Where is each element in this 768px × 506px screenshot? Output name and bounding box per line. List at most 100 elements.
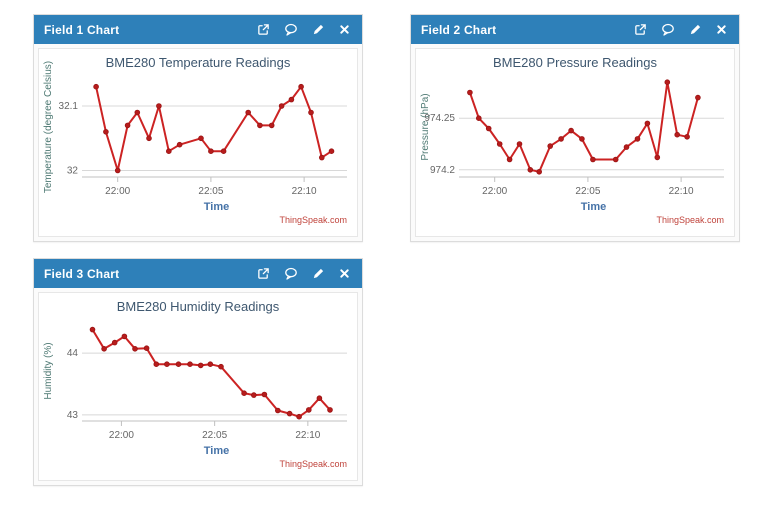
field2-chart-panel: Field 2 Chart BME280 Pressure Readings Pr… (410, 14, 740, 242)
x-tick-label: 22:10 (669, 186, 694, 197)
data-point-marker[interactable] (296, 413, 302, 420)
data-point-marker[interactable] (268, 122, 275, 129)
data-point-marker[interactable] (164, 361, 170, 367)
data-point-marker[interactable] (516, 141, 523, 147)
data-point-marker[interactable] (261, 391, 268, 398)
close-icon[interactable] (335, 266, 354, 281)
y-axis-title: Humidity (%) (43, 342, 54, 399)
data-point-marker[interactable] (467, 89, 473, 96)
external-link-icon[interactable] (253, 265, 274, 282)
data-point-marker[interactable] (298, 83, 304, 90)
data-point-marker[interactable] (612, 156, 619, 163)
thingspeak-watermark-link[interactable]: ThingSpeak.com (279, 459, 347, 469)
thingspeak-watermark-link[interactable]: ThingSpeak.com (279, 215, 347, 225)
data-point-marker[interactable] (197, 362, 204, 369)
data-point-marker[interactable] (664, 79, 671, 86)
data-point-marker[interactable] (245, 109, 252, 116)
field1-chart-panel: Field 1 Chart BME280 Temperature Reading… (33, 14, 363, 242)
data-point-marker[interactable] (644, 120, 651, 127)
external-link-icon[interactable] (630, 21, 651, 38)
data-point-marker[interactable] (187, 361, 193, 367)
thingspeak-watermark-link[interactable]: ThingSpeak.com (656, 215, 724, 225)
chart-background (39, 293, 357, 480)
data-point-marker[interactable] (485, 125, 492, 132)
data-point-marker[interactable] (475, 115, 482, 121)
data-point-marker[interactable] (568, 127, 574, 134)
y-axis-title: Pressure (hPa) (420, 93, 431, 160)
data-point-marker[interactable] (506, 156, 513, 163)
comment-icon[interactable] (657, 21, 679, 38)
edit-pencil-icon[interactable] (685, 21, 706, 38)
external-link-icon[interactable] (253, 21, 274, 38)
y-axis-title: Temperature (degree Celsius) (43, 61, 54, 193)
data-point-marker[interactable] (103, 129, 109, 135)
data-point-marker[interactable] (114, 167, 121, 174)
data-point-marker[interactable] (153, 361, 160, 367)
data-point-marker[interactable] (308, 109, 314, 116)
data-point-marker[interactable] (241, 390, 247, 396)
data-point-marker[interactable] (93, 83, 99, 90)
y-tick-label: 974.25 (424, 113, 455, 124)
data-point-marker[interactable] (684, 134, 690, 140)
data-point-marker[interactable] (286, 410, 293, 417)
data-point-marker[interactable] (674, 131, 681, 138)
field2-panel-header: Field 2 Chart (411, 15, 739, 44)
data-point-marker[interactable] (89, 326, 96, 333)
data-point-marker[interactable] (121, 333, 128, 340)
field1-panel-header: Field 1 Chart (34, 15, 362, 44)
data-point-marker[interactable] (166, 148, 172, 154)
data-point-marker[interactable] (207, 361, 214, 367)
data-point-marker[interactable] (305, 407, 312, 413)
data-point-marker[interactable] (288, 96, 295, 103)
edit-pencil-icon[interactable] (308, 21, 329, 38)
chart-title: BME280 Humidity Readings (117, 299, 280, 314)
data-point-marker[interactable] (111, 339, 118, 346)
data-point-marker[interactable] (328, 148, 335, 154)
data-point-marker[interactable] (143, 345, 150, 351)
data-point-marker[interactable] (251, 392, 257, 398)
data-point-marker[interactable] (327, 407, 333, 413)
data-point-marker[interactable] (176, 141, 183, 148)
data-point-marker[interactable] (208, 148, 214, 154)
data-point-marker[interactable] (536, 169, 542, 175)
data-point-marker[interactable] (316, 395, 323, 401)
data-point-marker[interactable] (654, 154, 661, 161)
close-icon[interactable] (712, 22, 731, 37)
data-point-marker[interactable] (547, 143, 554, 149)
data-point-marker[interactable] (579, 136, 585, 142)
series-line (468, 81, 699, 173)
chart-container: BME280 Temperature Readings Temperature (… (38, 48, 358, 237)
y-tick-label: 44 (67, 348, 79, 359)
close-icon[interactable] (335, 22, 354, 37)
data-point-marker[interactable] (695, 94, 701, 101)
data-point-marker[interactable] (257, 122, 263, 129)
data-point-marker[interactable] (527, 167, 534, 173)
x-tick-label: 22:00 (105, 186, 130, 197)
comment-icon[interactable] (280, 21, 302, 38)
data-point-marker[interactable] (558, 136, 564, 142)
data-point-marker[interactable] (132, 345, 138, 352)
x-tick-label: 22:10 (292, 186, 317, 197)
comment-icon[interactable] (280, 265, 302, 282)
data-point-marker[interactable] (318, 154, 325, 161)
data-point-marker[interactable] (220, 148, 227, 154)
series-line (91, 328, 331, 418)
edit-pencil-icon[interactable] (308, 265, 329, 282)
data-point-marker[interactable] (278, 103, 285, 109)
y-tick-label: 974.2 (430, 165, 455, 176)
data-point-marker[interactable] (146, 135, 152, 142)
data-point-marker[interactable] (198, 135, 204, 142)
data-point-marker[interactable] (634, 136, 641, 142)
data-point-marker[interactable] (134, 109, 141, 116)
data-point-marker[interactable] (496, 141, 503, 147)
chart-background (39, 49, 357, 236)
data-point-marker[interactable] (156, 103, 162, 109)
data-point-marker[interactable] (175, 361, 182, 367)
data-point-marker[interactable] (623, 144, 630, 150)
data-point-marker[interactable] (101, 345, 107, 352)
data-point-marker[interactable] (590, 156, 596, 163)
data-point-marker[interactable] (218, 363, 224, 370)
x-tick-label: 22:05 (575, 186, 600, 197)
data-point-marker[interactable] (124, 122, 131, 129)
data-point-marker[interactable] (275, 407, 281, 414)
